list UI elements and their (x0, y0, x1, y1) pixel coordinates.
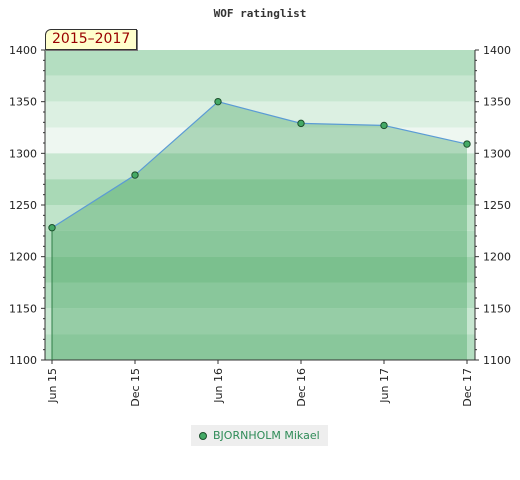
data-marks (48, 97, 471, 360)
background-band (45, 256, 475, 283)
background-band (45, 153, 475, 180)
series-area (52, 101, 467, 361)
y-tick-label-left: 1100 (9, 354, 37, 367)
y-tick-label-right: 1150 (483, 302, 511, 315)
background-band (45, 334, 475, 360)
data-point (131, 171, 139, 179)
data-point (380, 121, 388, 130)
x-tick-label: Dec 17 (461, 368, 474, 407)
x-tick-label: Jun 16 (212, 368, 225, 404)
background-bands (45, 50, 475, 360)
axes: 1100 1100 1150 1150 1200 1200 1250 1250 1300 1300… (9, 44, 511, 407)
y-tick-label-right: 1250 (483, 199, 511, 212)
y-tick-label-left: 1150 (9, 302, 37, 315)
y-tick-label-right: 1200 (483, 251, 511, 264)
background-band (45, 308, 475, 335)
background-band (45, 205, 475, 231)
period-label: 2015–2017 (45, 29, 138, 50)
background-band (45, 127, 475, 154)
x-tick-label: Dec 16 (295, 368, 308, 407)
y-tick-label-right: 1350 (483, 96, 511, 109)
x-tick-label: Dec 15 (129, 368, 142, 407)
data-point (297, 119, 305, 128)
legend[interactable]: BJORNHOLM Mikael (191, 425, 328, 446)
legend-series-name: BJORNHOLM Mikael (213, 429, 320, 442)
area-layer (52, 101, 467, 361)
data-point (463, 140, 471, 148)
chart-title: WOF ratinglist (214, 7, 307, 20)
y-tick-label-left: 1200 (9, 251, 37, 264)
legend-marker-icon (199, 431, 207, 440)
y-tick-label-right: 1300 (483, 147, 511, 160)
y-tick-label-left: 1350 (9, 96, 37, 109)
y-tick-label-left: 1400 (9, 44, 37, 57)
background-band (45, 75, 475, 102)
y-tick-label-right: 1400 (483, 44, 511, 57)
y-tick-label-left: 1250 (9, 199, 37, 212)
background-band (45, 230, 475, 257)
data-point (214, 97, 222, 106)
background-band (45, 50, 475, 76)
x-tick-label: Jun 17 (378, 368, 391, 404)
background-band (45, 101, 475, 128)
data-point (48, 224, 56, 232)
y-tick-label-left: 1300 (9, 147, 37, 160)
x-tick-label: Jun 15 (46, 368, 59, 404)
series-line (51, 101, 468, 229)
background-band (45, 179, 475, 205)
background-band (45, 282, 475, 309)
y-tick-label-right: 1100 (483, 354, 511, 367)
